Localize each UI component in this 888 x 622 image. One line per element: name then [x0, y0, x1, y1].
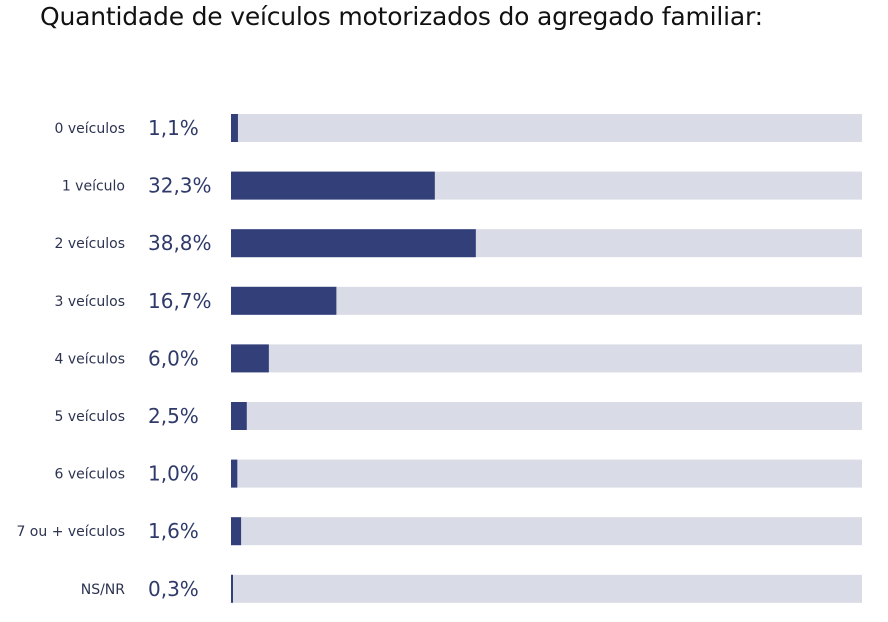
chart-title: Quantidade de veículos motorizados do ag… — [40, 2, 763, 31]
bar — [231, 114, 238, 142]
bar-track — [231, 574, 862, 603]
bar-track — [231, 402, 862, 430]
category-label: 4 veículos — [55, 351, 125, 367]
value-label: 0,3% — [148, 577, 199, 601]
category-label: NS/NR — [81, 582, 126, 598]
bar — [231, 286, 337, 315]
value-label: 16,7% — [148, 289, 212, 313]
category-label: 1 veículo — [62, 179, 125, 195]
bar-track — [231, 344, 862, 373]
bar — [231, 517, 242, 546]
category-label: 2 veículos — [55, 236, 125, 252]
bar-track — [231, 114, 862, 142]
bar-track — [231, 517, 862, 546]
value-label: 1,6% — [148, 519, 199, 543]
value-label: 38,8% — [148, 231, 212, 255]
value-label: 1,0% — [148, 462, 199, 486]
category-label: 5 veículos — [55, 409, 125, 425]
value-label: 6,0% — [148, 346, 199, 370]
bar — [231, 229, 476, 258]
bar — [231, 344, 269, 373]
category-label: 7 ou + veículos — [16, 524, 125, 540]
bar — [231, 574, 233, 603]
category-label: 3 veículos — [55, 294, 125, 310]
bar-track — [231, 459, 862, 488]
bar — [231, 402, 247, 430]
value-label: 1,1% — [148, 116, 199, 140]
bar — [231, 459, 238, 488]
value-label: 32,3% — [148, 174, 212, 198]
category-label: 0 veículos — [55, 121, 125, 137]
bar — [231, 171, 435, 200]
value-label: 2,5% — [148, 404, 199, 428]
category-label: 6 veículos — [55, 467, 125, 483]
